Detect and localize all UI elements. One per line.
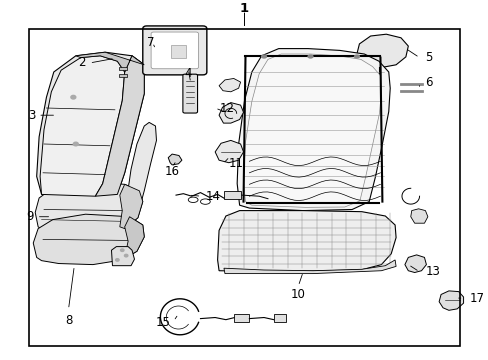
- Text: 9: 9: [26, 210, 33, 223]
- Text: 11: 11: [228, 157, 244, 170]
- Text: 6: 6: [425, 76, 432, 89]
- Polygon shape: [224, 260, 395, 274]
- Polygon shape: [122, 217, 144, 260]
- Text: 16: 16: [164, 165, 179, 177]
- FancyBboxPatch shape: [151, 32, 198, 69]
- Ellipse shape: [354, 55, 359, 58]
- Polygon shape: [217, 211, 395, 272]
- Text: 2: 2: [78, 57, 85, 69]
- FancyBboxPatch shape: [273, 314, 285, 322]
- FancyBboxPatch shape: [142, 26, 206, 75]
- Polygon shape: [33, 214, 144, 265]
- Text: 13: 13: [425, 265, 439, 278]
- Ellipse shape: [71, 95, 76, 99]
- Polygon shape: [95, 56, 144, 196]
- Polygon shape: [410, 209, 427, 223]
- Polygon shape: [404, 255, 426, 273]
- Polygon shape: [219, 78, 240, 92]
- Polygon shape: [76, 52, 144, 72]
- Polygon shape: [237, 49, 389, 211]
- Polygon shape: [119, 67, 127, 70]
- Polygon shape: [215, 140, 243, 163]
- Polygon shape: [35, 182, 142, 235]
- Ellipse shape: [120, 249, 124, 251]
- Polygon shape: [120, 184, 142, 229]
- FancyBboxPatch shape: [224, 191, 240, 199]
- Polygon shape: [219, 103, 243, 123]
- Polygon shape: [438, 291, 463, 310]
- Polygon shape: [111, 247, 134, 266]
- Polygon shape: [168, 154, 182, 165]
- Text: 1: 1: [240, 3, 248, 15]
- Ellipse shape: [115, 258, 119, 261]
- Text: 12: 12: [220, 102, 235, 114]
- Polygon shape: [40, 56, 124, 196]
- Text: 14: 14: [205, 190, 220, 203]
- Polygon shape: [355, 34, 407, 68]
- Ellipse shape: [73, 142, 78, 146]
- Ellipse shape: [261, 55, 266, 58]
- Text: 15: 15: [155, 316, 170, 329]
- Polygon shape: [127, 122, 156, 209]
- FancyBboxPatch shape: [183, 74, 197, 113]
- Text: 7: 7: [146, 36, 154, 49]
- FancyBboxPatch shape: [233, 314, 249, 322]
- FancyBboxPatch shape: [171, 45, 185, 58]
- Text: 8: 8: [64, 314, 72, 327]
- Polygon shape: [119, 74, 127, 77]
- Ellipse shape: [307, 55, 312, 58]
- Text: 4: 4: [184, 67, 192, 80]
- Polygon shape: [243, 54, 381, 207]
- Text: 5: 5: [425, 51, 432, 64]
- Text: 10: 10: [290, 288, 305, 301]
- Ellipse shape: [124, 254, 128, 257]
- Text: 3: 3: [28, 109, 35, 122]
- Polygon shape: [37, 52, 144, 194]
- Text: 17: 17: [468, 292, 484, 305]
